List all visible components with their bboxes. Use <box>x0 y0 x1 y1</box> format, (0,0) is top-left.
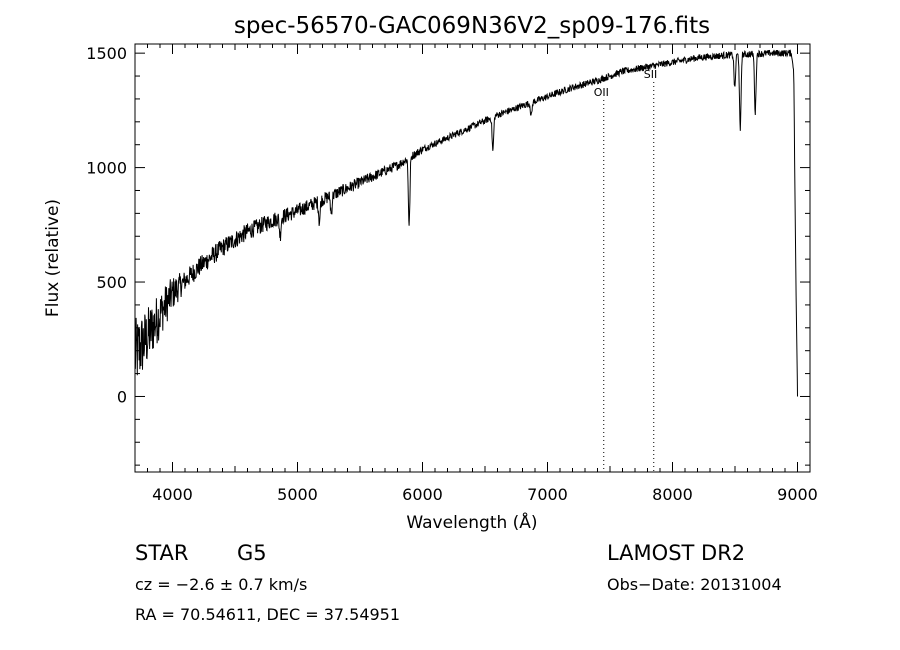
chart-title: spec-56570-GAC069N36V2_sp09-176.fits <box>234 13 710 39</box>
reference-line-label: SII <box>644 68 657 81</box>
x-tick-label: 6000 <box>402 485 443 504</box>
coordinates-text: RA = 70.54611, DEC = 37.54951 <box>135 605 400 624</box>
observation-date: Obs−Date: 20131004 <box>607 575 782 594</box>
reference-lines: OII SII <box>594 68 657 472</box>
x-tick-label: 7000 <box>527 485 568 504</box>
y-tick-label: 0 <box>117 387 127 406</box>
axis-ticks <box>134 44 811 472</box>
x-tick-labels: 4000 5000 6000 7000 8000 9000 <box>152 485 818 504</box>
x-tick-label: 5000 <box>277 485 318 504</box>
reference-line-label: OII <box>594 86 609 99</box>
survey-name: LAMOST DR2 <box>607 541 745 565</box>
y-axis-label: Flux (relative) <box>43 199 63 317</box>
y-tick-label: 500 <box>96 273 127 292</box>
y-tick-label: 1500 <box>86 44 127 63</box>
object-subclass: G5 <box>237 541 267 565</box>
x-axis-label: Wavelength (Å) <box>406 511 537 533</box>
redshift-text: cz = −2.6 ± 0.7 km/s <box>135 575 307 594</box>
plot-frame <box>134 43 811 473</box>
spectrum-line <box>134 49 798 397</box>
x-tick-label: 8000 <box>652 485 693 504</box>
object-class: STAR <box>135 541 188 565</box>
x-tick-label: 9000 <box>777 485 818 504</box>
y-tick-label: 1000 <box>86 159 127 178</box>
x-tick-label: 4000 <box>152 485 193 504</box>
y-tick-labels: 0 500 1000 1500 <box>86 44 127 406</box>
